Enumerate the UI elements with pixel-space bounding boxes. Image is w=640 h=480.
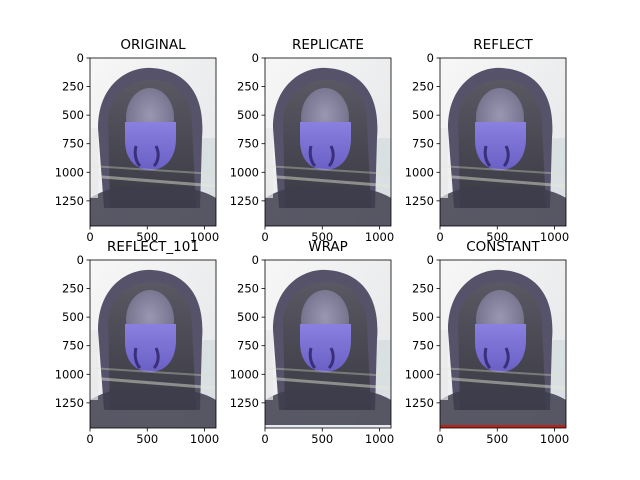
subplot-replicate: 0 500 1000 0 250 500 750 1000 1250 REPLICATE: [230, 37, 394, 244]
y-tick-label: 750: [237, 137, 259, 151]
x-tick-label: 0: [86, 230, 93, 244]
y-tick-label: 0: [77, 253, 84, 267]
y-tick-label: 1250: [230, 194, 259, 208]
y-tick-label: 1250: [405, 396, 434, 410]
y-tick-label: 500: [412, 108, 434, 122]
x-tick-label: 500: [136, 230, 158, 244]
subplot-wrap: 0 500 1000 0 250 500 750 1000 1250 WRAP: [230, 239, 394, 446]
y-tick-label: 500: [62, 108, 84, 122]
y-tick-label: 750: [412, 339, 434, 353]
y-tick-label: 750: [62, 137, 84, 151]
border-strip: [440, 425, 566, 428]
axes-frame: [439, 259, 567, 429]
subplot-image: [88, 56, 218, 228]
y-tick-label: 1000: [405, 367, 434, 381]
y-tick-label: 250: [62, 282, 84, 296]
x-tick-label: 500: [311, 230, 333, 244]
y-tick-label: 1250: [405, 194, 434, 208]
border-strip: [265, 425, 391, 428]
x-tick-label: 500: [486, 432, 508, 446]
y-tick-label: 500: [237, 108, 259, 122]
axes-frame: [439, 57, 567, 227]
y-tick-label: 1000: [55, 165, 84, 179]
subplot-image: [438, 56, 568, 228]
subplot-original: 0 500 1000 0 250 500 750 1000 1250 ORIGINAL: [55, 37, 219, 244]
y-tick-label: 750: [237, 339, 259, 353]
x-tick-label: 500: [136, 432, 158, 446]
x-tick-label: 500: [486, 230, 508, 244]
axes-frame: [264, 57, 392, 227]
subplot-image: [263, 56, 393, 228]
y-tick-label: 0: [252, 253, 259, 267]
y-tick-label: 1250: [230, 396, 259, 410]
subplot-title: ORIGINAL: [120, 37, 186, 53]
subplot-title: WRAP: [308, 239, 348, 255]
y-tick-label: 1000: [55, 367, 84, 381]
x-tick-label: 1000: [365, 230, 394, 244]
y-tick-label: 250: [412, 282, 434, 296]
x-tick-label: 0: [261, 432, 268, 446]
y-tick-label: 250: [237, 80, 259, 94]
y-tick-label: 1000: [230, 367, 259, 381]
subplot-image: [438, 258, 568, 430]
subplot-title: REFLECT_101: [107, 239, 199, 255]
x-tick-label: 0: [436, 230, 443, 244]
axes-frame: [89, 57, 217, 227]
subplot-reflect_101: 0 500 1000 0 250 500 750 1000 1250 REFLECT_101: [55, 239, 219, 446]
y-tick-label: 750: [62, 339, 84, 353]
x-tick-label: 0: [261, 230, 268, 244]
axes-frame: [264, 259, 392, 429]
y-tick-label: 750: [412, 137, 434, 151]
x-tick-label: 1000: [365, 432, 394, 446]
x-tick-label: 1000: [540, 230, 569, 244]
y-tick-label: 250: [62, 80, 84, 94]
x-tick-label: 500: [311, 432, 333, 446]
subplot-image: [88, 258, 218, 430]
subplot-constant: 0 500 1000 0 250 500 750 1000 1250 CONSTANT: [405, 239, 569, 446]
y-tick-label: 500: [62, 310, 84, 324]
x-tick-label: 1000: [190, 230, 219, 244]
y-tick-label: 0: [427, 253, 434, 267]
subplot-reflect: 0 500 1000 0 250 500 750 1000 1250 REFLECT: [405, 37, 569, 244]
y-tick-label: 500: [237, 310, 259, 324]
subplot-title: REPLICATE: [292, 37, 364, 53]
axes-frame: [89, 259, 217, 429]
subplot-image: [263, 258, 393, 430]
subplot-title: REFLECT: [473, 37, 533, 53]
y-tick-label: 250: [237, 282, 259, 296]
subplot-title: CONSTANT: [466, 239, 540, 255]
x-tick-label: 0: [436, 432, 443, 446]
y-tick-label: 1250: [55, 396, 84, 410]
y-tick-label: 1250: [55, 194, 84, 208]
y-tick-label: 0: [77, 51, 84, 65]
y-tick-label: 1000: [405, 165, 434, 179]
x-tick-label: 0: [86, 432, 93, 446]
y-tick-label: 1000: [230, 165, 259, 179]
y-tick-label: 0: [252, 51, 259, 65]
y-tick-label: 0: [427, 51, 434, 65]
x-tick-label: 1000: [540, 432, 569, 446]
y-tick-label: 500: [412, 310, 434, 324]
x-tick-label: 1000: [190, 432, 219, 446]
y-tick-label: 250: [412, 80, 434, 94]
